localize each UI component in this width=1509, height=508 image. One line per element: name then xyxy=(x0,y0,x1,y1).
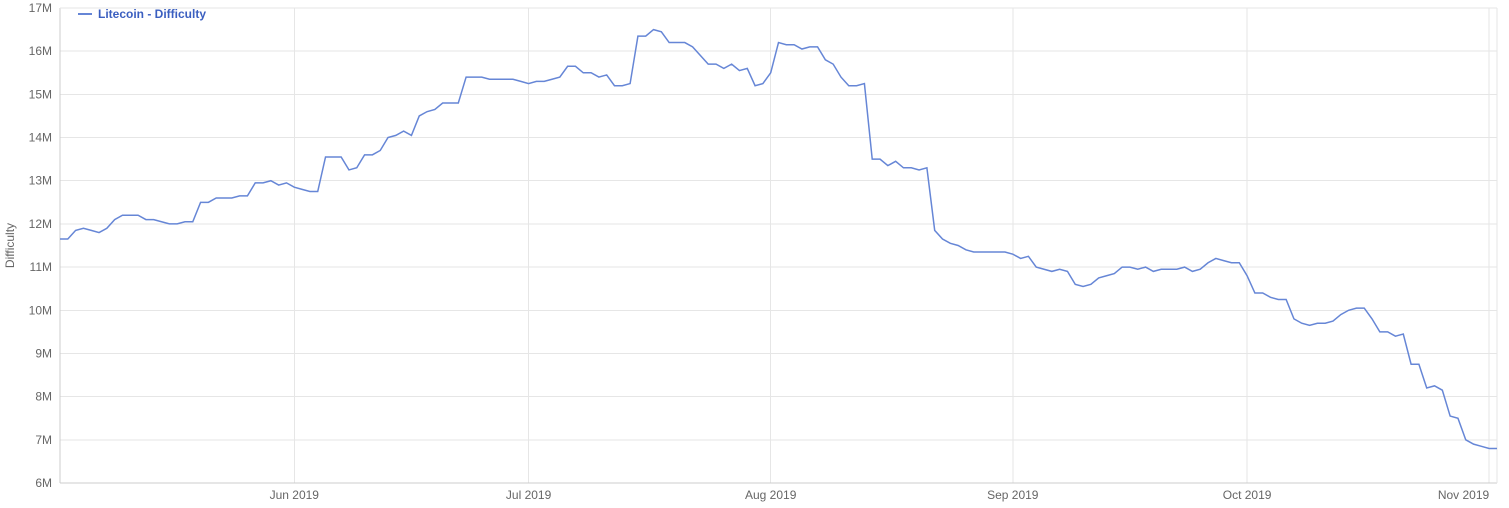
x-tick-label: Aug 2019 xyxy=(745,488,797,502)
chart-svg: 6M 7M 8M 9M 10M 11M 12M 13M 14M 15M 16M 17M Jun 2019… xyxy=(0,0,1509,508)
y-tick-label: 11M xyxy=(30,260,52,274)
y-tick-label: 10M xyxy=(29,303,52,317)
y-tick-label: 13M xyxy=(29,174,52,188)
y-tick-label: 17M xyxy=(29,1,52,15)
difficulty-chart: 6M 7M 8M 9M 10M 11M 12M 13M 14M 15M 16M 17M Jun 2019… xyxy=(0,0,1509,508)
y-tick-label: 6M xyxy=(35,476,52,490)
y-tick-label: 8M xyxy=(35,390,52,404)
x-tick-label: Sep 2019 xyxy=(987,488,1039,502)
y-axis-title: Difficulty xyxy=(3,223,17,268)
x-tick-label: Jun 2019 xyxy=(270,488,320,502)
y-tick-label: 16M xyxy=(29,44,52,58)
y-tick-label: 15M xyxy=(29,87,52,101)
y-tick-label: 9M xyxy=(35,346,52,360)
x-tick-label: Jul 2019 xyxy=(506,488,552,502)
x-tick-label: Oct 2019 xyxy=(1223,488,1272,502)
legend-label: Litecoin - Difficulty xyxy=(98,7,206,21)
y-tick-label: 7M xyxy=(35,433,52,447)
y-tick-label: 14M xyxy=(29,131,52,145)
x-tick-label: Nov 2019 xyxy=(1438,488,1490,502)
y-tick-label: 12M xyxy=(29,217,52,231)
